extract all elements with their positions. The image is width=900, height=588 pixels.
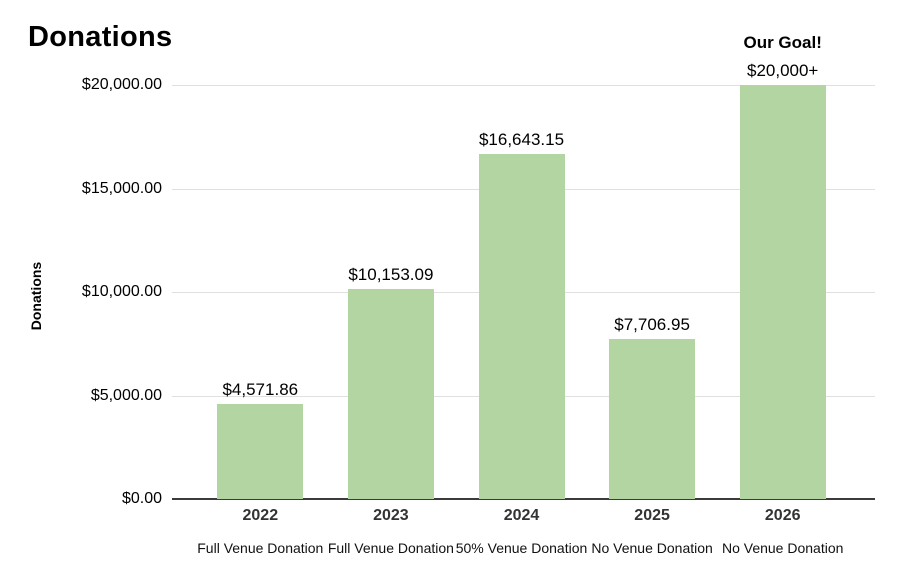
goal-annotation: Our Goal! <box>743 33 822 52</box>
x-axis-sub-label: No Venue Donation <box>721 540 844 556</box>
y-axis-tick-label: $0.00 <box>121 490 162 507</box>
y-axis-tick-label: $20,000.00 <box>81 76 162 93</box>
bar-2024 <box>478 154 565 499</box>
bar-value-label: $20,000+ <box>746 61 819 80</box>
x-axis-category-label: 2022 <box>242 507 279 524</box>
y-axis-tick-label: $15,000.00 <box>81 179 162 197</box>
x-axis-sub-label: No Venue Donation <box>591 540 713 556</box>
x-axis-category-label: 2026 <box>764 507 801 524</box>
bar-value-label: $4,571.86 <box>222 380 299 400</box>
bar-2025 <box>609 339 696 499</box>
x-axis-category-label: 2024 <box>503 507 540 524</box>
y-axis-tick-label: $5,000.00 <box>90 386 162 404</box>
y-axis-tick-label: $10,000.00 <box>81 283 162 300</box>
gridline <box>172 85 875 86</box>
bar-2023 <box>347 288 434 499</box>
x-axis-sub-label: Full Venue Donation <box>197 540 324 556</box>
x-axis-category-label: 2025 <box>634 507 670 524</box>
bar-value-label: $7,706.95 <box>614 315 690 335</box>
x-axis-category-label: 2023 <box>373 507 409 524</box>
bar-value-label: $16,643.15 <box>478 130 565 150</box>
bar-2026 <box>739 85 826 499</box>
x-axis-baseline <box>172 498 875 500</box>
bar-value-label: $10,153.09 <box>348 264 434 284</box>
x-axis-sub-label: Full Venue Donation <box>327 540 454 556</box>
bar-2022 <box>217 404 304 499</box>
x-axis-sub-label: 50% Venue Donation <box>455 540 588 556</box>
chart-title: Donations <box>28 21 173 53</box>
